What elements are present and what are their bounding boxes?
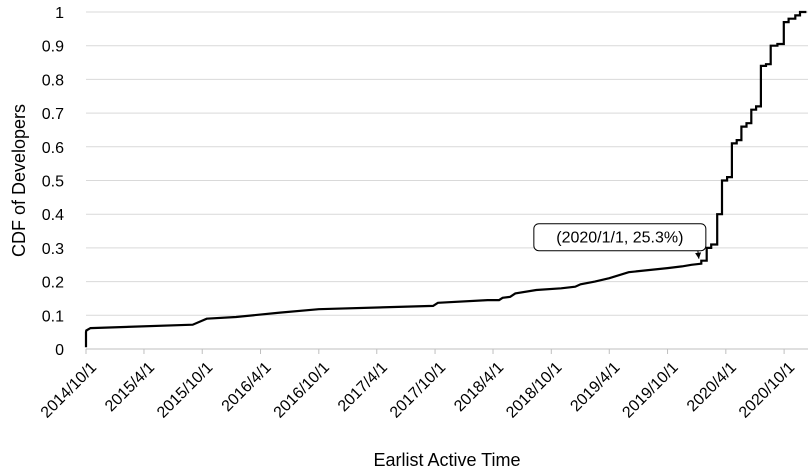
- y-axis-title: CDF of Developers: [9, 104, 29, 257]
- x-tick-label: 2015/10/1: [154, 359, 216, 421]
- x-tick-label: 2015/4/1: [102, 359, 158, 415]
- x-tick-label: 2017/10/1: [387, 359, 449, 421]
- y-tick-label: 0.3: [42, 241, 64, 258]
- y-tick-label: 0.8: [42, 72, 64, 89]
- x-tick-label: 2016/10/1: [271, 359, 333, 421]
- y-tick-label: 0.6: [42, 140, 64, 157]
- y-tick-label: 0: [55, 342, 64, 359]
- x-tick-label: 2018/10/1: [503, 359, 565, 421]
- y-tick-label: 0.5: [42, 174, 64, 191]
- gridlines: [86, 11, 808, 350]
- y-tick-label: 0.2: [42, 275, 64, 292]
- cdf-series-line: [84, 10, 807, 348]
- annotation-text: (2020/1/1, 25.3%): [556, 230, 683, 247]
- y-tick-labels: 0 0.1 0.2 0.3 0.4 0.5 0.6 0.7 0.8 0.9 1: [42, 5, 64, 359]
- y-tick-label: 0.9: [42, 39, 64, 56]
- y-tick-label: 0.1: [42, 308, 64, 325]
- x-tick-label: 2014/10/1: [38, 359, 100, 421]
- y-tick-label: 0.7: [42, 106, 64, 123]
- x-tick-label: 2019/10/1: [619, 359, 681, 421]
- x-tick-label: 2020/10/1: [736, 359, 798, 421]
- x-axis-title: Earlist Active Time: [373, 450, 520, 470]
- annotation-box: [533, 223, 707, 252]
- x-tick-label: 2016/4/1: [219, 359, 275, 415]
- x-tick-label: 2018/4/1: [451, 359, 507, 415]
- annotation-arrowhead: [695, 252, 702, 259]
- y-tick-label: 0.4: [42, 207, 64, 224]
- x-tick-label: 2020/4/1: [684, 359, 740, 415]
- annotation-callout: (2020/1/1, 25.3%): [533, 223, 707, 259]
- x-tick-label: 2019/4/1: [567, 359, 623, 415]
- y-tick-label: 1: [55, 5, 64, 22]
- x-tick-label: 2017/4/1: [335, 359, 391, 415]
